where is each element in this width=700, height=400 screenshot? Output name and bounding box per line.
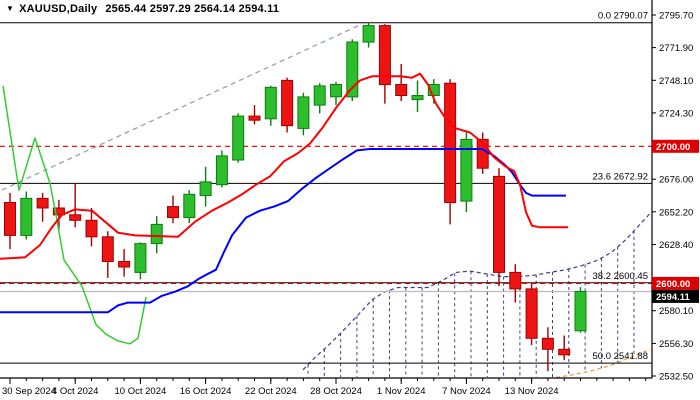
price-axis-label[interactable]: 2532.50 xyxy=(659,372,693,383)
fib-level-label: 23.6 2672.92 xyxy=(593,171,648,182)
bear-candle-body xyxy=(167,206,179,219)
bear-candle-body xyxy=(4,202,16,236)
ohlc-readout: 2565.44 2597.29 2564.14 2594.11 xyxy=(105,3,280,15)
price-axis-label[interactable]: 2676.00 xyxy=(659,175,693,186)
senkou-span-b-line xyxy=(555,348,651,378)
price-axis-label[interactable]: 2556.30 xyxy=(659,339,693,350)
chart-title: ▼ XAUUSD,Daily 2565.44 2597.29 2564.14 259… xyxy=(6,3,279,15)
price-axis-label[interactable]: 2748.10 xyxy=(659,76,693,87)
bull-candle-body xyxy=(20,197,33,236)
price-axis-label[interactable]: 2628.40 xyxy=(659,240,693,251)
price-badge-label: 2700.00 xyxy=(656,142,690,153)
bear-candle-body xyxy=(281,79,294,127)
bull-candle-body xyxy=(150,223,163,245)
trendline[interactable] xyxy=(1,23,363,191)
senkou-span-a-line xyxy=(302,213,651,371)
bull-candle-body xyxy=(313,85,326,106)
bear-candle-body xyxy=(52,207,65,216)
price-axis-label[interactable]: 2771.90 xyxy=(659,43,693,54)
date-axis-label[interactable]: 16 Oct 2024 xyxy=(180,386,232,397)
bear-candle-body xyxy=(248,115,261,121)
bear-candle-body xyxy=(509,271,522,290)
price-badge xyxy=(652,276,699,290)
bull-candle-body xyxy=(134,243,147,273)
bear-candle-body xyxy=(118,261,131,268)
bear-candle-body xyxy=(444,82,457,203)
price-badge-label: 2594.11 xyxy=(656,292,691,303)
date-axis-label[interactable]: 1 Nov 2024 xyxy=(377,386,426,397)
fib-level-label: 0.0 2790.07 xyxy=(598,11,648,22)
bear-candle-body xyxy=(101,236,114,263)
symbol-dropdown-triangle-icon[interactable]: ▼ xyxy=(6,4,15,13)
price-axis-label[interactable]: 2724.30 xyxy=(659,108,693,119)
price-badge-label: 2600.00 xyxy=(656,279,690,290)
bull-candle-body xyxy=(232,115,245,161)
bear-candle-body xyxy=(558,348,571,356)
bull-candle-body xyxy=(215,155,228,186)
fib-level-label: 38.2 2600.45 xyxy=(593,271,648,282)
bear-candle-body xyxy=(476,138,489,169)
date-axis-label[interactable]: 4 Oct 2024 xyxy=(52,386,98,397)
bull-candle-body xyxy=(330,84,342,98)
bear-candle-body xyxy=(85,219,98,238)
date-axis-label[interactable]: 10 Oct 2024 xyxy=(115,386,167,397)
date-axis-label[interactable]: 22 Oct 2024 xyxy=(245,386,297,397)
price-badge xyxy=(652,139,699,153)
bear-candle-body xyxy=(525,288,538,339)
symbol-period-label: XAUUSD,Daily xyxy=(19,3,98,15)
tenkan-sen-line xyxy=(0,72,568,260)
date-axis-label[interactable]: 13 Nov 2024 xyxy=(505,386,559,397)
bull-candle-body xyxy=(460,138,473,202)
bull-candle-body xyxy=(427,84,440,96)
bull-candle-body xyxy=(574,291,587,332)
price-axis-label[interactable]: 2580.10 xyxy=(659,306,693,317)
bull-candle-body xyxy=(297,96,310,129)
price-badge xyxy=(652,289,699,303)
price-axis-label[interactable]: 2795.70 xyxy=(659,11,693,22)
date-axis-label[interactable]: 28 Oct 2024 xyxy=(310,386,362,397)
bull-candle-body xyxy=(183,193,196,219)
date-axis-label[interactable]: 30 Sep 2024 xyxy=(2,386,56,397)
bear-candle-body xyxy=(493,175,505,273)
price-axis-label[interactable]: 2652.20 xyxy=(659,207,693,218)
chikou-span-line xyxy=(2,85,147,345)
bull-candle-body xyxy=(199,181,212,197)
bear-candle-body xyxy=(36,197,49,209)
bull-candle-body xyxy=(346,41,359,98)
bull-candle-body xyxy=(362,25,375,43)
bull-candle-body xyxy=(411,95,424,101)
bull-candle-body xyxy=(264,86,277,120)
date-axis-label[interactable]: 7 Nov 2024 xyxy=(442,386,491,397)
kijun-sen-line xyxy=(0,148,566,314)
bear-candle-body xyxy=(69,214,82,221)
bear-candle-body xyxy=(395,84,408,96)
bear-candle-body xyxy=(541,337,554,350)
fib-level-label: 50.0 2541.88 xyxy=(593,351,648,362)
bear-candle-body xyxy=(378,25,391,86)
